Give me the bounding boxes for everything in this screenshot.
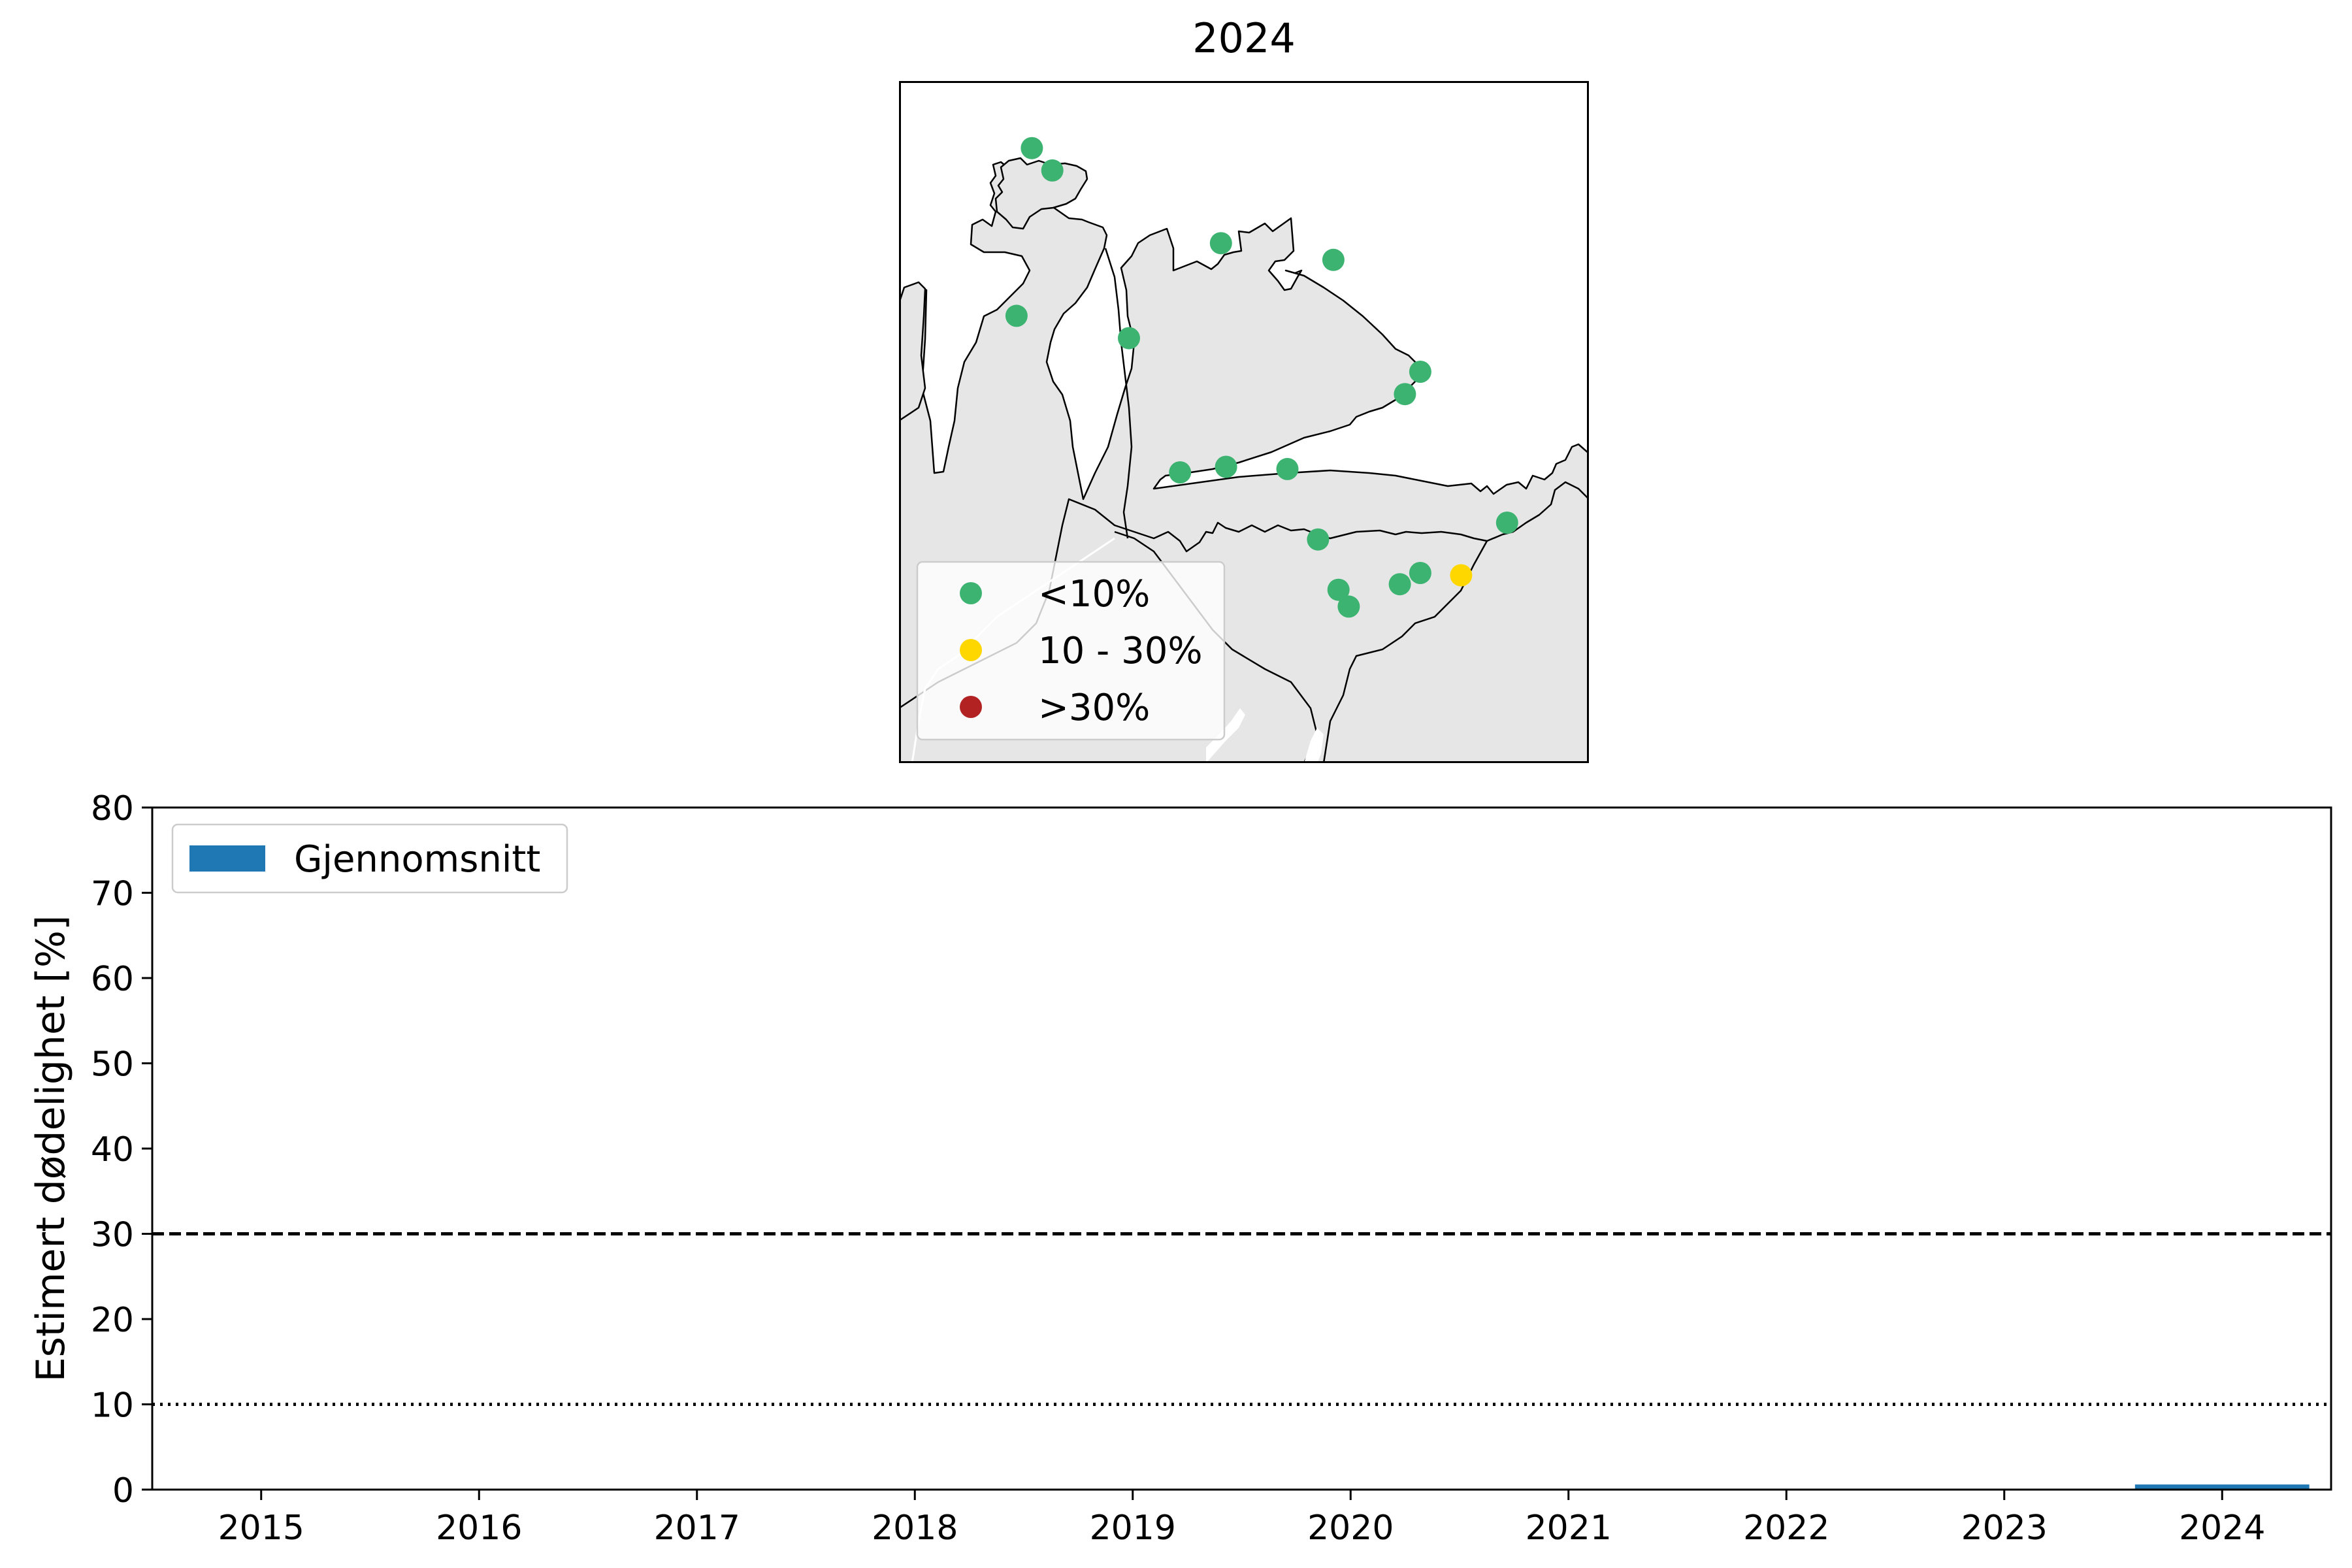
x-tick-label: 2017 xyxy=(654,1509,740,1548)
map-title: 2024 xyxy=(1192,14,1296,62)
bar-legend-swatch xyxy=(189,845,265,872)
y-tick-label: 20 xyxy=(91,1301,134,1340)
y-tick-label: 60 xyxy=(91,960,134,999)
x-tick-label: 2016 xyxy=(436,1509,522,1548)
map-station-point xyxy=(1307,528,1330,551)
map-station-point xyxy=(1005,304,1028,327)
map-station-point xyxy=(1021,137,1043,159)
legend-marker-mid xyxy=(960,639,982,661)
map-station-point xyxy=(1409,562,1431,584)
map-station-point xyxy=(1495,512,1518,534)
map-station-point xyxy=(1215,455,1237,478)
x-tick-label: 2018 xyxy=(872,1509,958,1548)
map-station-point xyxy=(1209,232,1232,255)
map-legend: <10% 10 - 30% >30% xyxy=(916,561,1226,741)
fjord-line xyxy=(1104,248,1133,539)
x-tick-label: 2023 xyxy=(1961,1509,2048,1548)
map-station-point xyxy=(1450,564,1473,587)
chart-frame xyxy=(151,806,2332,1491)
map-station-point xyxy=(1327,578,1350,601)
map-station-point xyxy=(1394,383,1416,406)
lake-2 xyxy=(1304,728,1324,763)
map-station-point xyxy=(1388,573,1411,596)
map-station-point xyxy=(1041,159,1064,182)
bar-legend-label: Gjennomsnitt xyxy=(294,838,540,881)
map-station-point xyxy=(1276,457,1299,480)
map-station-point xyxy=(1409,361,1431,383)
bar-chart-svg: 0 10 20 30 40 50 60 70 80 2015 2016 2017 2018 2019 202… xyxy=(28,789,2332,1548)
border-line-2 xyxy=(1322,540,1488,763)
y-axis-label: Estimert dødelighet [%] xyxy=(28,915,74,1382)
y-tick-label: 80 xyxy=(91,789,134,828)
legend-label-low: <10% xyxy=(1038,573,1150,615)
legend-marker-high xyxy=(960,696,982,718)
land-island-west xyxy=(899,281,926,422)
x-tick-label: 2020 xyxy=(1307,1509,1394,1548)
x-tick-label: 2024 xyxy=(2179,1509,2265,1548)
map-station-point xyxy=(1322,248,1345,271)
bar-chart-panel: 0 10 20 30 40 50 60 70 80 2015 2016 2017 2018 2019 202… xyxy=(0,784,2352,1568)
map-svg: <10% 10 - 30% >30% xyxy=(899,81,1589,763)
y-tick-label: 30 xyxy=(91,1216,134,1255)
x-tick-label: 2015 xyxy=(218,1509,304,1548)
map-frame xyxy=(899,81,1589,763)
map-panel: <10% 10 - 30% >30% xyxy=(899,81,1589,763)
map-station-point xyxy=(1337,595,1360,618)
bar-legend-box xyxy=(171,823,568,894)
lake-1 xyxy=(1206,708,1245,763)
bar-2024 xyxy=(2134,1484,2310,1490)
map-legend-box xyxy=(916,561,1226,741)
map-points xyxy=(1005,137,1518,618)
legend-label-high: >30% xyxy=(1038,687,1150,729)
y-tick-label: 50 xyxy=(91,1045,134,1085)
y-tick-label: 10 xyxy=(91,1386,134,1426)
y-tick-label: 70 xyxy=(91,875,134,914)
x-tick-label: 2019 xyxy=(1090,1509,1176,1548)
x-tick-label: 2021 xyxy=(1526,1509,1612,1548)
map-station-point xyxy=(1169,461,1192,483)
land-island-north xyxy=(994,157,1088,230)
x-tick-label: 2022 xyxy=(1743,1509,1829,1548)
y-tick-label: 40 xyxy=(91,1130,134,1169)
y-tick-label: 0 xyxy=(112,1471,134,1511)
legend-label-mid: 10 - 30% xyxy=(1038,630,1203,672)
legend-marker-low xyxy=(960,582,982,604)
map-station-point xyxy=(1118,327,1140,350)
